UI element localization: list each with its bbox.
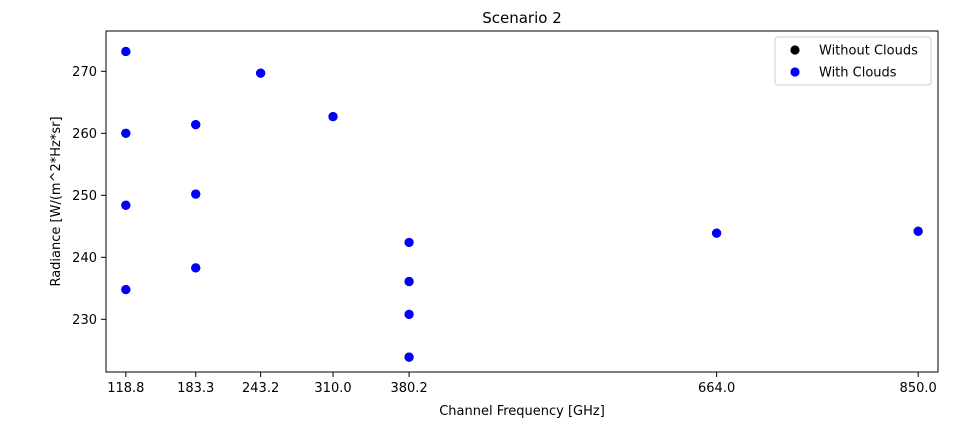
x-axis-title: Channel Frequency [GHz]	[439, 404, 605, 419]
y-tick-label: 270	[72, 65, 97, 80]
point-with-clouds	[404, 352, 414, 362]
point-with-clouds	[712, 228, 722, 238]
point-with-clouds	[404, 237, 414, 248]
point-with-clouds	[121, 200, 131, 210]
point-with-clouds	[121, 128, 131, 138]
y-axis-title: Radiance [W/(m^2*Hz*sr]	[49, 116, 64, 286]
x-tick-label: 850.0	[900, 381, 937, 396]
x-tick-label: 310.0	[314, 381, 351, 396]
x-tick-label: 664.0	[698, 381, 735, 396]
point-with-clouds	[404, 309, 414, 319]
y-tick-label: 250	[72, 189, 97, 204]
point-with-clouds	[913, 226, 923, 236]
y-tick-label: 240	[72, 251, 97, 266]
legend-marker-with-clouds	[790, 67, 800, 77]
x-axis: 118.8 183.3 243.2 310.0 380.2 664.0 850.0	[107, 372, 937, 396]
y-axis: 230 240 250 260 270	[72, 65, 106, 328]
x-tick-label: 243.2	[242, 381, 279, 396]
point-with-clouds	[256, 68, 266, 78]
legend-label-with-clouds: With Clouds	[819, 66, 897, 81]
chart-title: Scenario 2	[482, 9, 562, 27]
plot-area	[105, 30, 939, 373]
legend-marker-without-clouds	[790, 45, 800, 55]
data-points	[121, 46, 923, 362]
point-with-clouds	[121, 284, 131, 295]
x-tick-label: 183.3	[177, 381, 214, 396]
x-tick-label: 380.2	[390, 381, 427, 396]
legend-box	[774, 36, 932, 86]
point-with-clouds	[121, 46, 131, 57]
point-with-clouds	[191, 120, 201, 130]
point-with-clouds	[191, 263, 201, 273]
point-with-clouds	[328, 111, 338, 122]
legend-label-without-clouds: Without Clouds	[819, 44, 918, 59]
y-tick-label: 260	[72, 127, 97, 142]
legend: Without Clouds With Clouds	[774, 36, 932, 86]
point-with-clouds	[191, 189, 201, 199]
point-with-clouds	[404, 276, 414, 287]
x-tick-label: 118.8	[107, 381, 144, 396]
y-tick-label: 230	[72, 313, 97, 328]
